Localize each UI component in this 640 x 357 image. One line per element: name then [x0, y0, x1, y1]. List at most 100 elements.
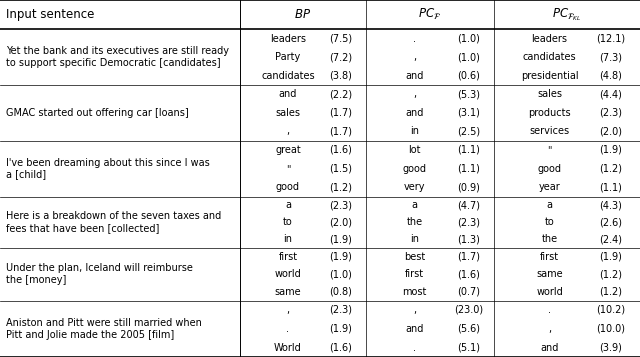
Text: ,: , [548, 324, 551, 334]
Text: (10.2): (10.2) [596, 305, 625, 315]
Text: (1.1): (1.1) [457, 145, 480, 155]
Text: (1.2): (1.2) [599, 269, 622, 279]
Text: .: . [413, 343, 416, 353]
Text: a: a [412, 200, 418, 210]
Text: (4.8): (4.8) [600, 71, 622, 81]
Text: (5.3): (5.3) [457, 89, 480, 99]
Text: (0.6): (0.6) [457, 71, 480, 81]
Text: (1.7): (1.7) [457, 252, 480, 262]
Text: (7.3): (7.3) [599, 52, 622, 62]
Text: (5.1): (5.1) [457, 343, 480, 353]
Text: (2.4): (2.4) [599, 234, 622, 244]
Text: lot: lot [408, 145, 421, 155]
Text: (1.1): (1.1) [600, 182, 622, 192]
Text: (1.0): (1.0) [330, 269, 352, 279]
Text: (0.9): (0.9) [457, 182, 480, 192]
Text: (1.9): (1.9) [330, 324, 352, 334]
Text: (0.7): (0.7) [457, 287, 480, 297]
Text: world: world [275, 269, 301, 279]
Text: (1.2): (1.2) [330, 182, 353, 192]
Text: and: and [540, 343, 559, 353]
Text: Aniston and Pitt were still married when
Pitt and Jolie made the 2005 [film]: Aniston and Pitt were still married when… [6, 318, 202, 340]
Text: a: a [285, 200, 291, 210]
Text: (3.9): (3.9) [600, 343, 622, 353]
Text: world: world [536, 287, 563, 297]
Text: first: first [540, 252, 559, 262]
Text: sales: sales [537, 89, 562, 99]
Text: (3.8): (3.8) [330, 71, 352, 81]
Text: $PC_{\mathcal{F}_{KL}}$: $PC_{\mathcal{F}_{KL}}$ [552, 6, 582, 23]
Text: I've been dreaming about this since I was
a [child]: I've been dreaming about this since I wa… [6, 158, 210, 180]
Text: the: the [406, 217, 423, 227]
Text: Input sentence: Input sentence [6, 8, 95, 21]
Text: to: to [283, 217, 292, 227]
Text: great: great [275, 145, 301, 155]
Text: (2.6): (2.6) [599, 217, 622, 227]
Text: (2.5): (2.5) [457, 126, 480, 136]
Text: (4.3): (4.3) [600, 200, 622, 210]
Text: (5.6): (5.6) [457, 324, 480, 334]
Text: (7.2): (7.2) [330, 52, 353, 62]
Text: $BP$: $BP$ [294, 8, 312, 21]
Text: (1.9): (1.9) [330, 234, 352, 244]
Text: (12.1): (12.1) [596, 34, 625, 44]
Text: (1.0): (1.0) [457, 52, 480, 62]
Text: services: services [529, 126, 570, 136]
Text: Yet the bank and its executives are still ready
to support specific Democratic [: Yet the bank and its executives are stil… [6, 46, 229, 68]
Text: (1.6): (1.6) [457, 269, 480, 279]
Text: most: most [403, 287, 427, 297]
Text: good: good [538, 164, 561, 174]
Text: first: first [278, 252, 298, 262]
Text: Under the plan, Iceland will reimburse
the [money]: Under the plan, Iceland will reimburse t… [6, 263, 193, 285]
Text: good: good [276, 182, 300, 192]
Text: ,: , [286, 126, 289, 136]
Text: ,: , [286, 305, 289, 315]
Text: in: in [284, 234, 292, 244]
Text: same: same [275, 287, 301, 297]
Text: World: World [274, 343, 302, 353]
Text: (1.1): (1.1) [457, 164, 480, 174]
Text: (1.6): (1.6) [330, 145, 352, 155]
Text: .: . [413, 34, 416, 44]
Text: (23.0): (23.0) [454, 305, 483, 315]
Text: (1.9): (1.9) [600, 252, 622, 262]
Text: Here is a breakdown of the seven taxes and
fees that have been [collected]: Here is a breakdown of the seven taxes a… [6, 211, 221, 233]
Text: year: year [539, 182, 561, 192]
Text: ": " [285, 164, 290, 174]
Text: first: first [405, 269, 424, 279]
Text: (1.0): (1.0) [457, 34, 480, 44]
Text: and: and [279, 89, 297, 99]
Text: (2.0): (2.0) [330, 217, 353, 227]
Text: in: in [410, 126, 419, 136]
Text: ": " [547, 145, 552, 155]
Text: presidential: presidential [521, 71, 579, 81]
Text: (1.2): (1.2) [599, 287, 622, 297]
Text: GMAC started out offering car [loans]: GMAC started out offering car [loans] [6, 108, 189, 118]
Text: (1.9): (1.9) [330, 252, 352, 262]
Text: (2.3): (2.3) [599, 108, 622, 118]
Text: same: same [536, 269, 563, 279]
Text: best: best [404, 252, 426, 262]
Text: .: . [287, 324, 289, 334]
Text: (10.0): (10.0) [596, 324, 625, 334]
Text: $PC_{\mathcal{F}}$: $PC_{\mathcal{F}}$ [419, 7, 442, 22]
Text: (4.4): (4.4) [600, 89, 622, 99]
Text: very: very [404, 182, 426, 192]
Text: (2.3): (2.3) [330, 200, 353, 210]
Text: leaders: leaders [270, 34, 306, 44]
Text: (1.6): (1.6) [330, 343, 352, 353]
Text: and: and [406, 324, 424, 334]
Text: (1.5): (1.5) [330, 164, 353, 174]
Text: candidates: candidates [523, 52, 577, 62]
Text: and: and [406, 108, 424, 118]
Text: to: to [545, 217, 554, 227]
Text: good: good [403, 164, 427, 174]
Text: (2.0): (2.0) [599, 126, 622, 136]
Text: (1.7): (1.7) [330, 108, 353, 118]
Text: ,: , [413, 89, 416, 99]
Text: and: and [406, 71, 424, 81]
Text: in: in [410, 234, 419, 244]
Text: ,: , [413, 305, 416, 315]
Text: (2.3): (2.3) [457, 217, 480, 227]
Text: candidates: candidates [261, 71, 315, 81]
